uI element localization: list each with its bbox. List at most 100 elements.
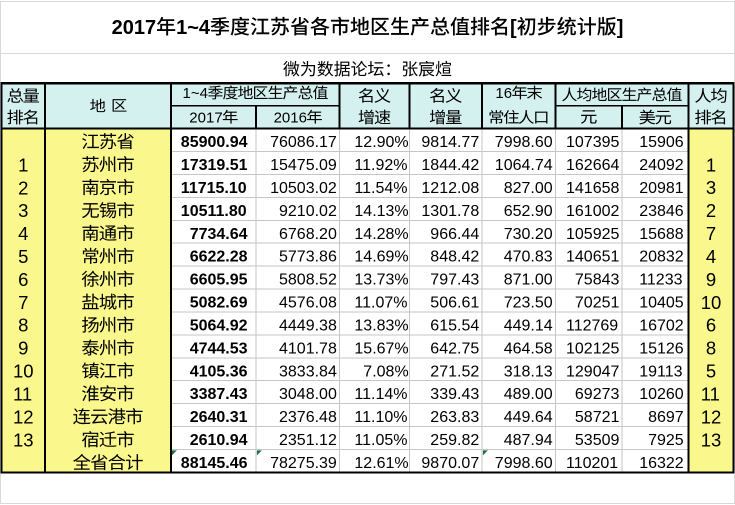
svg-text:2640.31: 2640.31 — [190, 409, 248, 426]
svg-text:9: 9 — [18, 338, 28, 359]
svg-text:827.00: 827.00 — [504, 180, 553, 197]
svg-text:8697: 8697 — [648, 409, 684, 426]
svg-text:20832: 20832 — [639, 249, 684, 266]
svg-text:161002: 161002 — [566, 203, 619, 220]
svg-text:9814.77: 9814.77 — [421, 134, 479, 151]
svg-text:10: 10 — [701, 292, 722, 313]
svg-text:15906: 15906 — [639, 134, 684, 151]
svg-text:5773.86: 5773.86 — [279, 249, 337, 266]
svg-text:487.94: 487.94 — [504, 432, 553, 449]
svg-text:9870.07: 9870.07 — [421, 455, 479, 472]
svg-text:11.92%: 11.92% — [354, 157, 407, 174]
svg-text:102125: 102125 — [566, 340, 619, 357]
svg-text:848.42: 848.42 — [430, 249, 479, 266]
svg-text:470.83: 470.83 — [504, 249, 553, 266]
svg-text:15.67%: 15.67% — [354, 340, 408, 357]
svg-text:464.58: 464.58 — [504, 340, 553, 357]
svg-text:70251: 70251 — [575, 295, 620, 312]
svg-text:19113: 19113 — [639, 363, 682, 380]
svg-text:162664: 162664 — [566, 157, 619, 174]
svg-text:5: 5 — [706, 361, 716, 382]
svg-text:13.73%: 13.73% — [354, 272, 408, 289]
svg-text:8: 8 — [706, 338, 716, 359]
svg-text:15126: 15126 — [639, 340, 684, 357]
svg-text:14.13%: 14.13% — [354, 203, 408, 220]
svg-text:11.05%: 11.05% — [354, 432, 407, 449]
svg-text:2351.12: 2351.12 — [279, 432, 337, 449]
svg-text:318.13: 318.13 — [504, 363, 553, 380]
svg-text:615.54: 615.54 — [430, 318, 479, 335]
svg-text:5808.52: 5808.52 — [279, 272, 337, 289]
svg-text:259.82: 259.82 — [430, 432, 479, 449]
svg-text:449.64: 449.64 — [504, 409, 553, 426]
svg-text:7.08%: 7.08% — [363, 363, 408, 380]
svg-text:11.10%: 11.10% — [354, 409, 407, 426]
svg-text:3387.43: 3387.43 — [190, 386, 248, 403]
svg-text:6: 6 — [18, 269, 28, 290]
svg-text:[: [ — [510, 17, 517, 39]
svg-text:12.61%: 12.61% — [354, 455, 408, 472]
svg-text:110201: 110201 — [566, 455, 618, 472]
svg-text:7925: 7925 — [648, 432, 684, 449]
svg-text:2017: 2017 — [112, 17, 157, 39]
svg-text:13: 13 — [701, 429, 722, 450]
svg-text:4576.08: 4576.08 — [279, 295, 337, 312]
svg-text:16702: 16702 — [639, 318, 684, 335]
svg-text:1~4: 1~4 — [183, 85, 208, 102]
svg-text:11.14%: 11.14% — [354, 386, 407, 403]
svg-text:8: 8 — [18, 315, 28, 336]
svg-text:88145.46: 88145.46 — [181, 455, 248, 472]
svg-text:6768.20: 6768.20 — [279, 226, 337, 243]
svg-text:107395: 107395 — [566, 134, 619, 151]
svg-text:1844.42: 1844.42 — [421, 157, 479, 174]
svg-text:13: 13 — [13, 429, 34, 450]
svg-text:7: 7 — [18, 292, 28, 313]
svg-text:10511.80: 10511.80 — [181, 203, 247, 220]
svg-text:12.90%: 12.90% — [354, 134, 408, 151]
svg-text:16: 16 — [495, 85, 512, 102]
svg-text:3: 3 — [18, 200, 28, 221]
svg-text:12: 12 — [701, 407, 722, 428]
svg-text:4101.78: 4101.78 — [279, 340, 337, 357]
svg-text:105925: 105925 — [566, 226, 619, 243]
svg-text:489.00: 489.00 — [504, 386, 553, 403]
svg-text:7734.64: 7734.64 — [190, 226, 248, 243]
svg-text:1301.78: 1301.78 — [421, 203, 479, 220]
svg-text:140651: 140651 — [566, 249, 619, 266]
svg-text:11: 11 — [13, 384, 32, 405]
svg-text:730.20: 730.20 — [504, 226, 553, 243]
svg-text:1~4: 1~4 — [176, 17, 211, 39]
svg-text:3833.84: 3833.84 — [279, 363, 337, 380]
svg-text:4: 4 — [18, 223, 28, 244]
svg-text:652.90: 652.90 — [504, 203, 553, 220]
svg-text:16322: 16322 — [639, 455, 684, 472]
svg-text:11: 11 — [701, 384, 720, 405]
svg-text:642.75: 642.75 — [430, 340, 479, 357]
svg-text:6: 6 — [706, 315, 716, 336]
svg-text:112769: 112769 — [566, 318, 618, 335]
svg-text:11715.10: 11715.10 — [181, 180, 247, 197]
svg-text:12: 12 — [13, 407, 34, 428]
svg-text:723.50: 723.50 — [504, 295, 553, 312]
svg-text:4744.53: 4744.53 — [190, 340, 248, 357]
svg-text:7998.60: 7998.60 — [495, 134, 553, 151]
svg-text:11.07%: 11.07% — [354, 295, 407, 312]
svg-text:263.83: 263.83 — [430, 409, 479, 426]
svg-text:5: 5 — [18, 246, 28, 267]
svg-text:1: 1 — [706, 154, 716, 175]
svg-text:69273: 69273 — [575, 386, 620, 403]
svg-text:14.69%: 14.69% — [354, 249, 408, 266]
svg-text:11.54%: 11.54% — [354, 180, 407, 197]
svg-text:4: 4 — [706, 246, 716, 267]
svg-text:11233: 11233 — [639, 272, 682, 289]
svg-text:13.83%: 13.83% — [354, 318, 408, 335]
svg-text:17319.51: 17319.51 — [181, 157, 248, 174]
svg-text:271.52: 271.52 — [430, 363, 479, 380]
svg-text:10260: 10260 — [639, 386, 684, 403]
svg-text:14.28%: 14.28% — [354, 226, 408, 243]
svg-text:2016: 2016 — [274, 109, 307, 126]
svg-text:2017: 2017 — [189, 109, 222, 126]
svg-text:3: 3 — [706, 177, 716, 198]
svg-text:75843: 75843 — [575, 272, 620, 289]
svg-text:9: 9 — [706, 269, 716, 290]
